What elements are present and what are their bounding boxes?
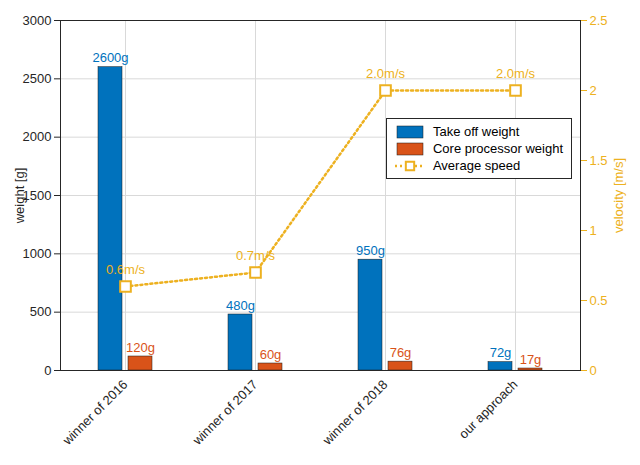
svg-text:2.0m/s: 2.0m/s: [496, 66, 536, 81]
svg-text:60g: 60g: [260, 347, 282, 362]
svg-text:2.0m/s: 2.0m/s: [366, 66, 406, 81]
svg-text:120g: 120g: [126, 340, 155, 355]
svg-text:1: 1: [590, 223, 597, 238]
svg-text:2: 2: [590, 83, 597, 98]
svg-text:1.5: 1.5: [590, 153, 608, 168]
svg-text:72g: 72g: [490, 345, 512, 360]
svg-text:our approach: our approach: [456, 377, 521, 442]
svg-text:0: 0: [590, 363, 597, 378]
svg-text:0.7m/s: 0.7m/s: [236, 248, 276, 263]
svg-text:weight [g]: weight [g]: [12, 168, 27, 225]
svg-text:1000: 1000: [23, 246, 52, 261]
svg-text:2000: 2000: [23, 129, 52, 144]
html-text:Average speed: Average speed: [432, 158, 521, 173]
svg-text:2500: 2500: [23, 71, 52, 86]
svg-text:76g: 76g: [390, 345, 412, 360]
svg-text:2600g: 2600g: [92, 50, 128, 65]
svg-text:0.5: 0.5: [590, 293, 608, 308]
svg-text:3000: 3000: [23, 13, 52, 28]
svg-text:950g: 950g: [356, 243, 385, 258]
html-text:Take off weight: Take off weight: [432, 124, 520, 139]
svg-text:480g: 480g: [226, 298, 255, 313]
svg-text:17g: 17g: [520, 352, 542, 367]
svg-text:winner of 2016: winner of 2016: [59, 377, 131, 449]
svg-text:500: 500: [30, 304, 52, 319]
svg-text:1500: 1500: [23, 188, 52, 203]
svg-text:winner of 2017: winner of 2017: [189, 377, 261, 449]
svg-text:2.5: 2.5: [590, 13, 608, 28]
svg-text:0.6m/s: 0.6m/s: [106, 262, 146, 277]
html-text:Core processor weight: Core processor weight: [432, 141, 563, 156]
svg-text:0: 0: [44, 363, 51, 378]
svg-text:velocity [m/s]: velocity [m/s]: [611, 158, 626, 233]
svg-text:winner of 2018: winner of 2018: [319, 377, 391, 449]
